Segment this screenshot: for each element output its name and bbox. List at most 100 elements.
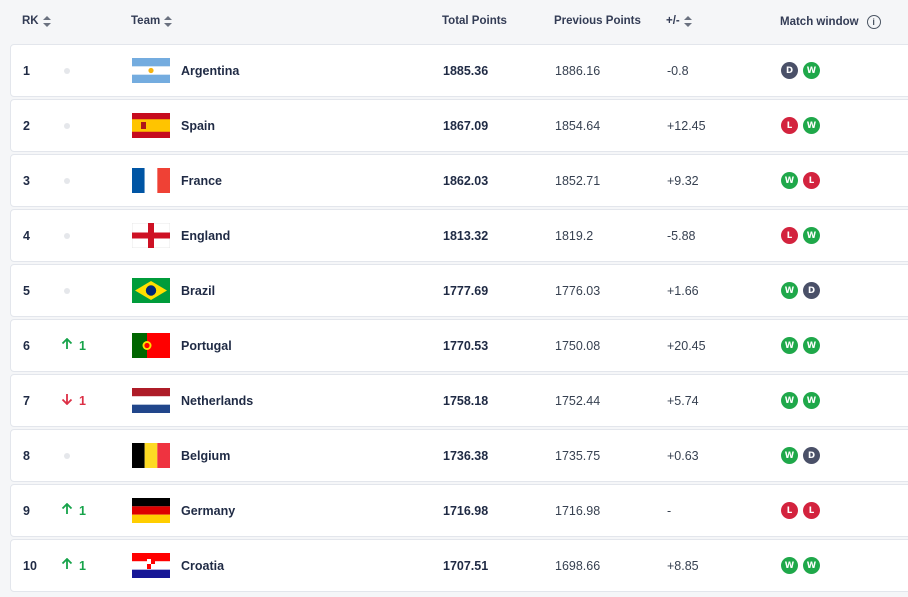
draw-badge[interactable]: D <box>803 282 820 299</box>
rank-number: 5 <box>23 283 30 298</box>
team-header-label: Team <box>131 15 161 27</box>
rank-header-label: RK <box>22 15 39 27</box>
rank-number: 6 <box>23 338 30 353</box>
team-name[interactable]: Portugal <box>181 338 232 353</box>
previous-points: 1854.64 <box>555 118 601 133</box>
win-badge[interactable]: W <box>781 282 798 299</box>
total-points: 1867.09 <box>443 118 489 133</box>
rank-up-indicator: 1 <box>61 337 86 353</box>
points-diff: +0.63 <box>667 448 699 463</box>
rank-movement <box>61 45 70 96</box>
total-points-header-label: Total Points <box>442 15 507 27</box>
points-diff: +1.66 <box>667 283 699 298</box>
croatia-flag-icon <box>132 540 170 591</box>
rank-movement <box>61 430 70 481</box>
total-points: 1736.38 <box>443 448 489 463</box>
total-points: 1707.51 <box>443 558 489 573</box>
team-name[interactable]: Germany <box>181 503 236 518</box>
win-badge[interactable]: W <box>803 337 820 354</box>
win-badge[interactable]: W <box>803 557 820 574</box>
total-points: 1813.32 <box>443 228 489 243</box>
arrow-up-icon <box>61 337 73 353</box>
no-change-dot-icon <box>64 177 70 184</box>
win-badge[interactable]: W <box>781 392 798 409</box>
team-name[interactable]: Brazil <box>181 283 216 298</box>
win-badge[interactable]: W <box>803 62 820 79</box>
previous-points: 1886.16 <box>555 63 601 78</box>
team-name[interactable]: Spain <box>181 118 216 133</box>
rank-up-indicator: 1 <box>61 557 86 573</box>
points-diff: -0.8 <box>667 63 689 78</box>
points-diff: -5.88 <box>667 228 696 243</box>
rank-change-value: 1 <box>79 503 86 518</box>
draw-badge[interactable]: D <box>803 447 820 464</box>
team-name[interactable]: Croatia <box>181 558 225 573</box>
table-header: RK Team Total Points Previous Points +/-… <box>0 0 908 44</box>
win-badge[interactable]: W <box>781 557 798 574</box>
points-diff: +12.45 <box>667 118 706 133</box>
win-badge[interactable]: W <box>803 392 820 409</box>
diff-column-header[interactable]: +/- <box>666 15 692 27</box>
previous-points-column-header: Previous Points <box>554 15 641 27</box>
info-icon[interactable]: i <box>866 15 881 29</box>
team-name[interactable]: France <box>181 173 222 188</box>
arrow-up-icon <box>61 557 73 573</box>
sort-icon[interactable] <box>164 15 173 27</box>
total-points: 1770.53 <box>443 338 489 353</box>
win-badge[interactable]: W <box>781 337 798 354</box>
draw-badge[interactable]: D <box>781 62 798 79</box>
points-diff: - <box>667 503 672 518</box>
previous-points: 1735.75 <box>555 448 601 463</box>
loss-badge[interactable]: L <box>781 502 798 519</box>
team-name[interactable]: Argentina <box>181 63 240 78</box>
sort-icon[interactable] <box>683 15 692 27</box>
england-flag-icon <box>132 210 170 261</box>
rank-number: 10 <box>23 558 37 573</box>
team-name[interactable]: Netherlands <box>181 393 254 408</box>
rank-number: 8 <box>23 448 30 463</box>
team-name[interactable]: England <box>181 228 231 243</box>
win-badge[interactable]: W <box>781 447 798 464</box>
rank-change-value: 1 <box>79 338 86 353</box>
loss-badge[interactable]: L <box>781 227 798 244</box>
arrow-down-icon <box>61 393 73 408</box>
no-change-dot-icon <box>64 287 70 294</box>
loss-badge[interactable]: L <box>803 172 820 189</box>
total-points: 1777.69 <box>443 283 489 298</box>
points-diff: +20.45 <box>667 338 706 353</box>
win-badge[interactable]: W <box>803 227 820 244</box>
points-diff: +5.74 <box>667 393 699 408</box>
loss-badge[interactable]: L <box>803 502 820 519</box>
rank-number: 3 <box>23 173 30 188</box>
rank-movement: 1 <box>61 320 86 371</box>
team-name[interactable]: Belgium <box>181 448 231 463</box>
loss-badge[interactable]: L <box>781 117 798 134</box>
win-badge[interactable]: W <box>803 117 820 134</box>
argentina-flag-icon <box>132 45 170 96</box>
team-column-header[interactable]: Team <box>131 15 173 27</box>
portugal-flag-icon <box>132 320 170 371</box>
arrow-up-icon <box>61 502 73 518</box>
sort-icon[interactable] <box>42 15 51 27</box>
rank-column-header[interactable]: RK <box>22 15 51 27</box>
win-badge[interactable]: W <box>781 172 798 189</box>
